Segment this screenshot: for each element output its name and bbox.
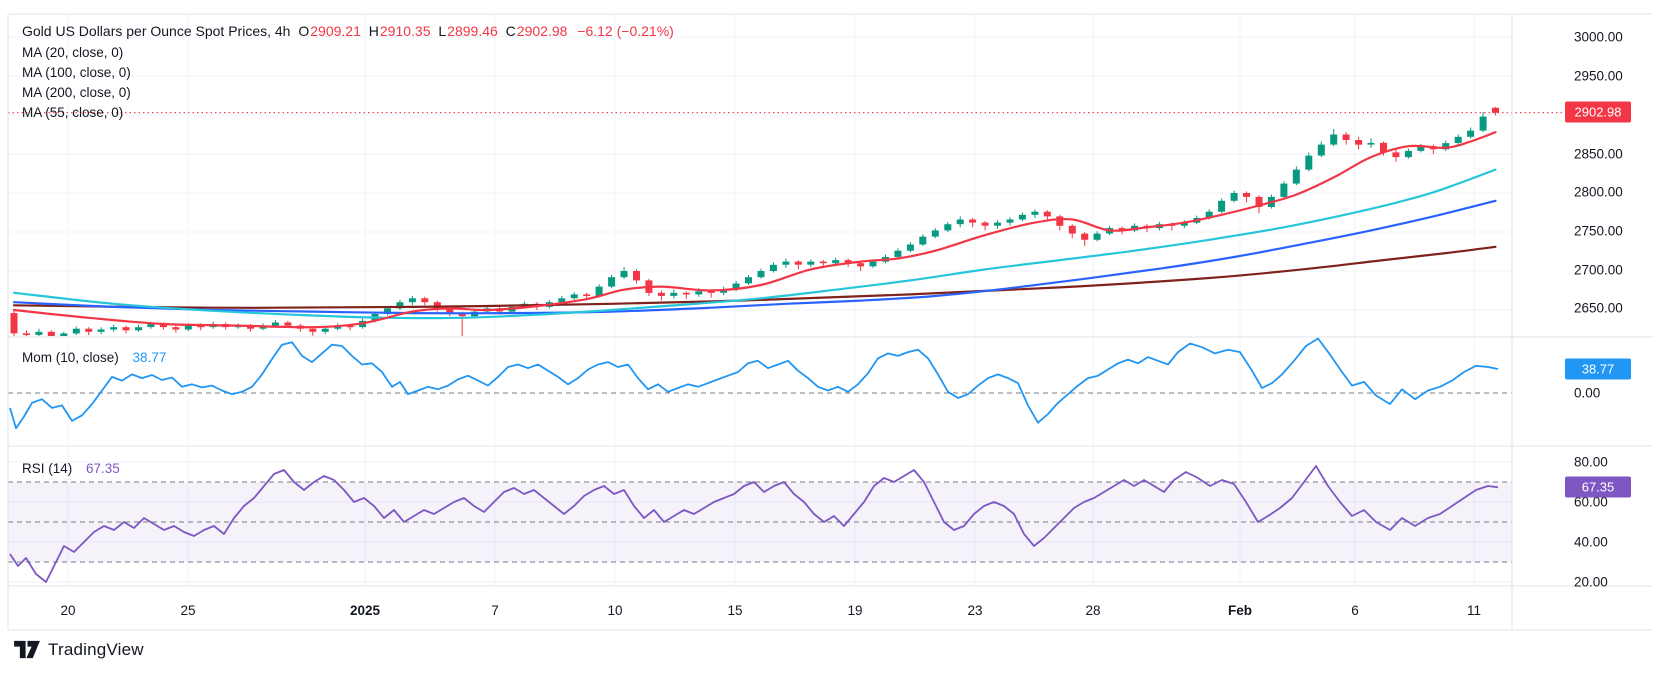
rsi-legend[interactable]: RSI (14) 67.35 [22, 460, 120, 478]
open-value: 2909.21 [310, 23, 361, 39]
ma20-legend[interactable]: MA (20, close, 0) [22, 45, 124, 60]
time-tick-10: 10 [607, 603, 623, 618]
time-tick-2025: 2025 [349, 603, 381, 618]
axis-label: 40.00 [1574, 534, 1608, 550]
axis-label: 20.00 [1574, 574, 1608, 590]
momentum-legend[interactable]: Mom (10, close) 38.77 [22, 349, 166, 367]
axis-label: 2800.00 [1574, 184, 1623, 200]
ma-line-20 [12, 131, 1497, 329]
ma100-legend[interactable]: MA (100, close, 0) [22, 65, 131, 80]
time-tick-15: 15 [727, 603, 743, 618]
time-tick-7: 7 [491, 603, 499, 618]
axis-label: 80.00 [1574, 454, 1608, 470]
time-tick-25: 25 [180, 603, 196, 618]
ma-line-55 [12, 168, 1497, 320]
ma-line-100 [12, 199, 1497, 315]
low-label: L [438, 23, 447, 39]
close-label: C [505, 23, 516, 39]
symbol-legend[interactable]: Gold US Dollars per Ounce Spot Prices, 4… [22, 22, 674, 40]
axis-label: 0.00 [1574, 385, 1601, 401]
axis-label: 2650.00 [1574, 300, 1623, 316]
momentum-line[interactable] [9, 337, 1499, 430]
time-tick-20: 20 [60, 603, 76, 618]
low-value: 2899.46 [447, 23, 498, 39]
momentum-label: Mom (10, close) [22, 350, 119, 365]
axis-label: 2700.00 [1574, 262, 1623, 278]
time-tick-11: 11 [1466, 603, 1482, 618]
ma55-legend[interactable]: MA (55, close, 0) [22, 105, 124, 120]
open-label: O [298, 23, 310, 39]
axis-label: 2750.00 [1574, 223, 1623, 239]
brand-text: TradingView [48, 639, 144, 659]
ma200-legend[interactable]: MA (200, close, 0) [22, 85, 131, 100]
high-label: H [368, 23, 379, 39]
rsi-label: RSI (14) [22, 461, 73, 476]
ma-line-200 [12, 245, 1497, 309]
tradingview-logo-icon [14, 639, 41, 660]
close-value: 2902.98 [516, 23, 568, 39]
rsi-value-badge: 67.35 [1565, 476, 1631, 498]
time-tick-28: 28 [1085, 603, 1101, 618]
last-price-badge: 2902.98 [1565, 101, 1631, 123]
time-tick-6: 6 [1351, 603, 1359, 618]
time-tick-19: 19 [847, 603, 863, 618]
momentum-value-badge: 38.77 [1565, 358, 1631, 380]
rsi-line[interactable] [9, 465, 1499, 583]
symbol-title: Gold US Dollars per Ounce Spot Prices, 4… [22, 23, 291, 39]
time-tick-23: 23 [967, 603, 983, 618]
axis-label: 2950.00 [1574, 68, 1623, 84]
rsi-value: 67.35 [86, 461, 120, 476]
axis-label: 60.00 [1574, 494, 1608, 510]
change-value: −6.12 (−0.21%) [577, 23, 674, 39]
time-tick-Feb: Feb [1227, 603, 1253, 618]
axis-label: 3000.00 [1574, 29, 1623, 45]
high-value: 2910.35 [379, 23, 431, 39]
tradingview-attribution[interactable]: TradingView [14, 639, 144, 660]
axis-label: 2850.00 [1574, 146, 1623, 162]
momentum-value: 38.77 [132, 350, 167, 365]
